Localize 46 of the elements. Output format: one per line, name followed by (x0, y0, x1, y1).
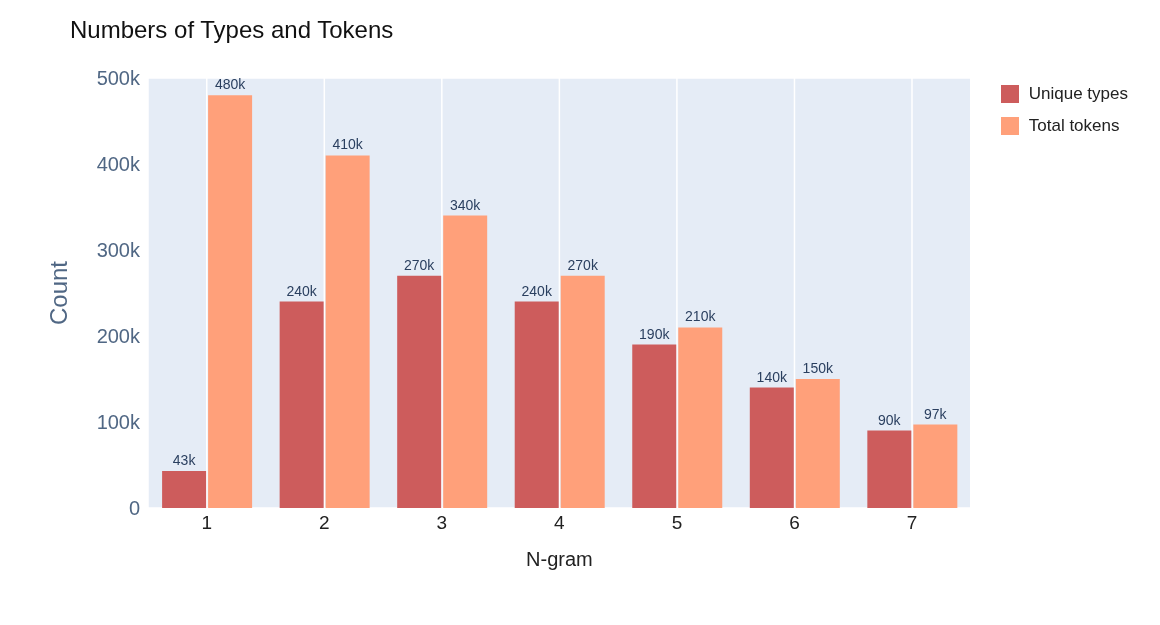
y-tick-label: 200k (96, 325, 141, 348)
x-tick-label: 2 (319, 512, 330, 534)
bar (678, 327, 723, 508)
x-tick-label: 4 (554, 512, 566, 534)
y-tick-label: 400k (96, 153, 141, 176)
bar (749, 387, 794, 508)
bar (795, 379, 840, 508)
y-tick-label: 100k (96, 411, 141, 434)
legend-label: Total tokens (1028, 115, 1120, 137)
bar (397, 275, 442, 508)
y-tick-label: 300k (96, 239, 141, 262)
data-label: 43k (172, 452, 197, 469)
x-axis-title: N-gram (526, 548, 593, 570)
y-tick-label: 500k (96, 67, 141, 90)
data-label: 270k (567, 256, 599, 273)
data-label: 270k (404, 256, 436, 273)
data-label: 190k (639, 325, 671, 342)
bar (279, 301, 324, 508)
x-tick-label: 6 (789, 512, 800, 534)
y-axis-title: Count (44, 260, 72, 326)
bar (560, 275, 605, 508)
x-tick-label: 3 (436, 512, 448, 534)
data-label: 410k (332, 136, 364, 153)
data-label: 140k (756, 368, 788, 385)
data-label: 90k (878, 411, 902, 428)
data-label: 97k (924, 405, 948, 422)
bar (514, 301, 559, 508)
x-tick-label: 7 (906, 512, 918, 534)
bar (867, 430, 912, 508)
y-tick-label: 0 (128, 497, 140, 520)
bar (632, 344, 677, 508)
data-label: 240k (521, 282, 553, 299)
data-label: 340k (450, 196, 482, 213)
data-label: 210k (685, 308, 717, 325)
data-label: 480k (214, 76, 247, 93)
legend-label: Unique types (1028, 83, 1128, 105)
bar (443, 215, 488, 508)
x-tick-label: 5 (671, 512, 683, 534)
data-label: 150k (802, 360, 834, 376)
x-tick-label: 1 (201, 512, 213, 534)
bar (208, 95, 253, 508)
data-label: 240k (286, 282, 318, 299)
bar (325, 155, 370, 508)
bar (162, 471, 207, 508)
bar (913, 424, 958, 508)
chart-title: Numbers of Types and Tokens (70, 16, 394, 44)
